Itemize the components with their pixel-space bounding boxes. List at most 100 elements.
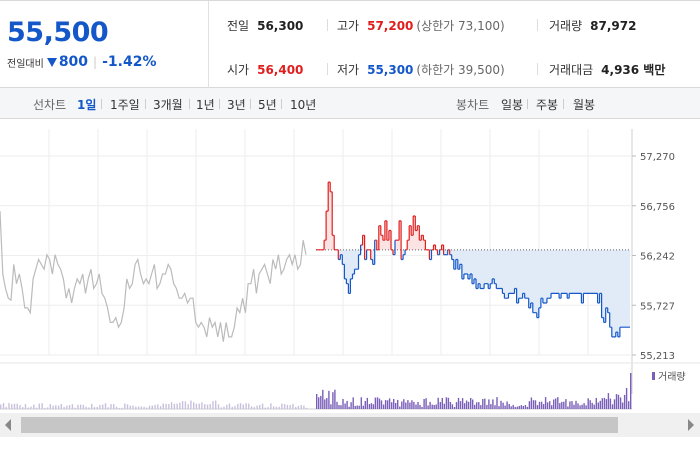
volume-bar [143,406,145,409]
volume-bar [303,405,305,409]
volume-bar [549,401,551,409]
volume-bar [459,401,462,409]
volume-bar [41,403,43,409]
stat-label: 거래대금 [549,63,594,77]
volume-bar [68,405,71,409]
volume-bar [352,397,354,409]
volume-bar [538,401,541,409]
volume-bar [449,402,452,409]
volume-bar [198,403,200,409]
tab-1year[interactable]: 1년 [196,98,215,112]
volume-bar [409,402,411,409]
tab-1week[interactable]: 1주일 [110,98,140,112]
volume-bar [536,405,539,409]
stat-value: 87,972 [590,18,637,33]
volume-bar [226,404,228,409]
volume-bar [391,402,393,409]
scroll-left-arrow-icon[interactable] [5,419,11,431]
tab-1day[interactable]: 1일 [77,98,97,112]
volume-bar [261,403,264,409]
price-summary: 55,500 전일대비 800 | -1.42% 전일 56,300 고가 57… [0,0,700,88]
volume-bar [472,399,474,409]
volume-bar [115,406,118,409]
volume-bar [589,400,591,409]
volume-bar [437,397,439,409]
volume-bar [397,399,399,409]
volume-bar [286,404,289,409]
volume-bar [350,402,352,409]
stat-value: 56,400 [257,62,304,77]
volume-bar [338,405,340,409]
change-divider: | [93,55,98,69]
change-percent: -1.42% [102,54,157,70]
volume-bar [630,373,632,409]
stat-label: 시가 [227,63,250,77]
tab-monthly-candle[interactable]: 월봉 [573,98,596,112]
volume-bar [79,404,82,409]
volume-bar [354,405,356,409]
volume-bar [421,406,423,409]
volume-bar [326,398,328,409]
tab-weekly-candle[interactable]: 주봉 [536,98,559,112]
volume-bar [154,404,156,409]
volume-bar [384,400,387,409]
tab-3year[interactable]: 3년 [227,98,246,112]
volume-bar [478,402,480,409]
tab-3month[interactable]: 3개월 [153,98,183,112]
volume-bar [281,403,283,409]
volume-bar [447,397,450,409]
stat-volume: 거래량 87,972 [549,17,636,34]
volume-bar [135,406,137,409]
volume-bar [11,404,13,409]
volume-bar [275,406,278,409]
volume-bar [372,404,375,409]
volume-bar [567,406,569,409]
tab-divider [219,99,220,109]
tab-10year[interactable]: 10년 [290,98,317,112]
scrollbar-thumb[interactable] [21,417,618,433]
volume-bar [382,404,385,409]
volume-bar [5,407,7,409]
volume-bar [605,399,608,409]
volume-bar [380,400,383,409]
volume-bar [532,400,535,409]
volume-bar [522,406,524,409]
y-tick-label: 56,756 [640,202,675,213]
volume-bar [611,404,614,409]
volume-bar [480,405,482,409]
stat-sub: (하한가 39,500) [416,63,505,77]
volume-bar [506,401,508,409]
volume-bar [628,401,630,409]
volume-bar [320,395,322,409]
tab-daily-candle[interactable]: 일봉 [501,98,524,112]
stat-open: 시가 56,400 [227,61,303,78]
volume-bar [184,401,187,409]
volume-bar [272,406,275,409]
volume-bar [234,405,236,409]
volume-bar [597,402,599,409]
volume-bar [264,407,266,409]
volume-bar [439,402,441,409]
volume-bar [63,406,65,409]
volume-bar [557,397,559,409]
volume-bar [559,403,561,409]
volume-bar [195,403,198,409]
volume-bar [27,407,29,409]
volume-bar [621,402,624,409]
volume-bar [356,405,358,409]
volume-bar [57,405,60,409]
volume-bar [8,403,10,409]
scroll-right-arrow-icon[interactable] [688,419,694,431]
volume-bar [433,405,435,409]
volume-bar [482,399,484,409]
volume-bar [453,407,456,409]
volume-bar [546,402,549,409]
tab-5year[interactable]: 5년 [258,98,277,112]
volume-bar [348,406,350,409]
divider [327,63,328,75]
divider [537,63,538,75]
volume-bar [467,401,470,409]
volume-bar [617,394,620,409]
volume-bar [520,405,522,409]
volume-bar [461,398,464,409]
